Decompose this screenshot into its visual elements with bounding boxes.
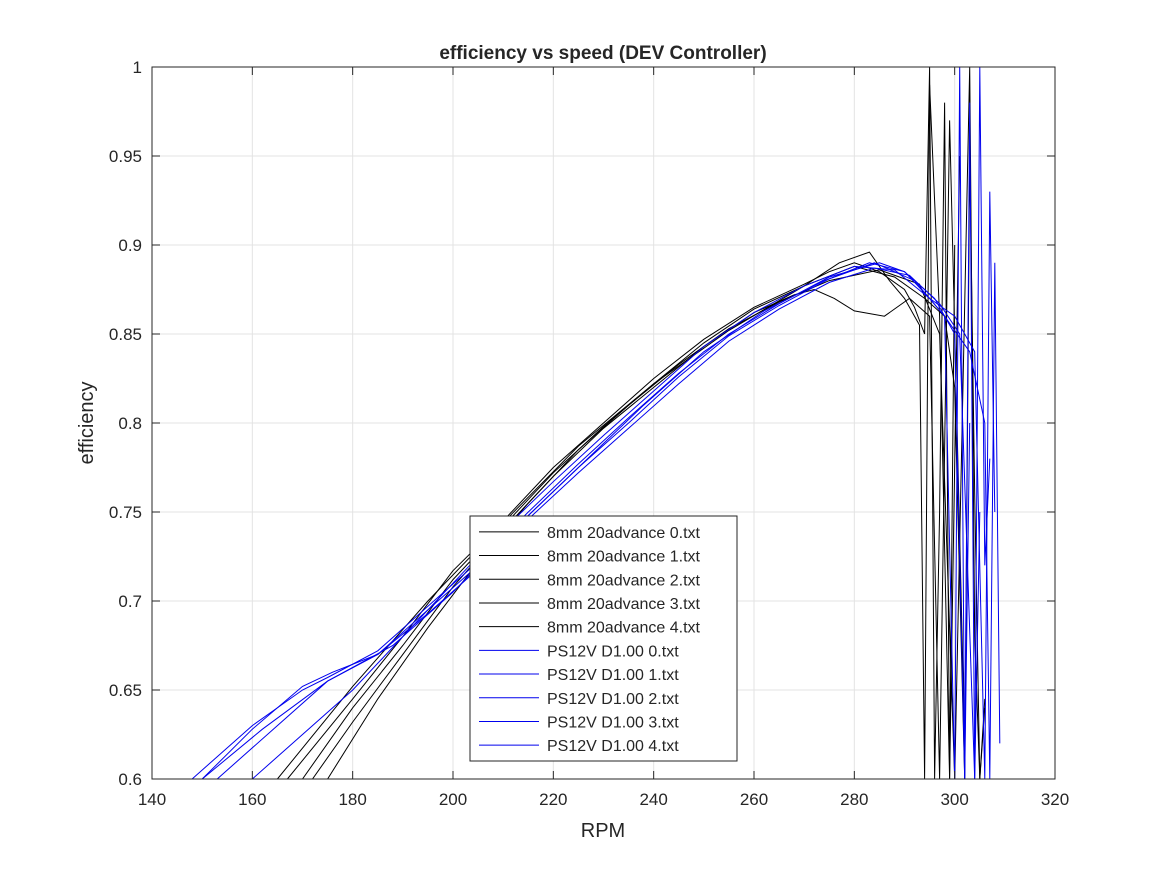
- y-axis-label: efficiency: [76, 381, 98, 464]
- legend: 8mm 20advance 0.txt 8mm 20advance 1.txt 8m…: [469, 515, 738, 762]
- legend-entry: PS12V D1.00 2.txt: [547, 691, 679, 708]
- legend-entry: PS12V D1.00 1.txt: [547, 667, 679, 684]
- legend-entry: 8mm 20advance 4.txt: [547, 620, 701, 637]
- series-line-8: [216, 67, 991, 779]
- y-tick-label: 0.7: [118, 592, 142, 611]
- legend-entry: 8mm 20advance 3.txt: [547, 596, 701, 613]
- x-tick-label: 200: [439, 790, 467, 809]
- legend-entry: PS12V D1.00 0.txt: [547, 643, 679, 660]
- ticks: 140 160 180 200 220 240 260 280 300 320 0.6 0.65 0.7…: [109, 58, 1069, 809]
- x-tick-label: 160: [238, 790, 266, 809]
- y-tick-label: 0.95: [109, 147, 142, 166]
- series-line-9: [251, 191, 996, 779]
- legend-entry: PS12V D1.00 4.txt: [547, 738, 679, 755]
- x-tick-label: 220: [539, 790, 567, 809]
- y-tick-label: 0.6: [118, 770, 142, 789]
- y-tick-label: 0.75: [109, 503, 142, 522]
- legend-box: [469, 515, 738, 762]
- x-tick-label: 240: [639, 790, 667, 809]
- x-tick-label: 320: [1041, 790, 1069, 809]
- series-line-10: [201, 262, 1001, 779]
- y-tick-label: 1: [133, 58, 142, 77]
- legend-entry: 8mm 20advance 0.txt: [547, 525, 701, 542]
- x-tick-label: 260: [740, 790, 768, 809]
- legend-entry: 8mm 20advance 2.txt: [547, 572, 701, 589]
- series-line-7: [201, 102, 981, 779]
- series-line-6: [191, 67, 971, 779]
- x-tick-label: 180: [338, 790, 366, 809]
- y-tick-label: 0.9: [118, 236, 142, 255]
- y-tick-label: 0.8: [118, 414, 142, 433]
- chart-title: efficiency vs speed (DEV Controller): [439, 43, 766, 64]
- legend-entry: PS12V D1.00 3.txt: [547, 714, 679, 731]
- x-tick-label: 280: [840, 790, 868, 809]
- x-tick-label: 300: [940, 790, 968, 809]
- y-tick-label: 0.85: [109, 325, 142, 344]
- y-tick-label: 0.65: [109, 681, 142, 700]
- x-tick-label: 140: [138, 790, 166, 809]
- x-axis-label: RPM: [581, 820, 625, 842]
- legend-entry: 8mm 20advance 1.txt: [547, 549, 701, 566]
